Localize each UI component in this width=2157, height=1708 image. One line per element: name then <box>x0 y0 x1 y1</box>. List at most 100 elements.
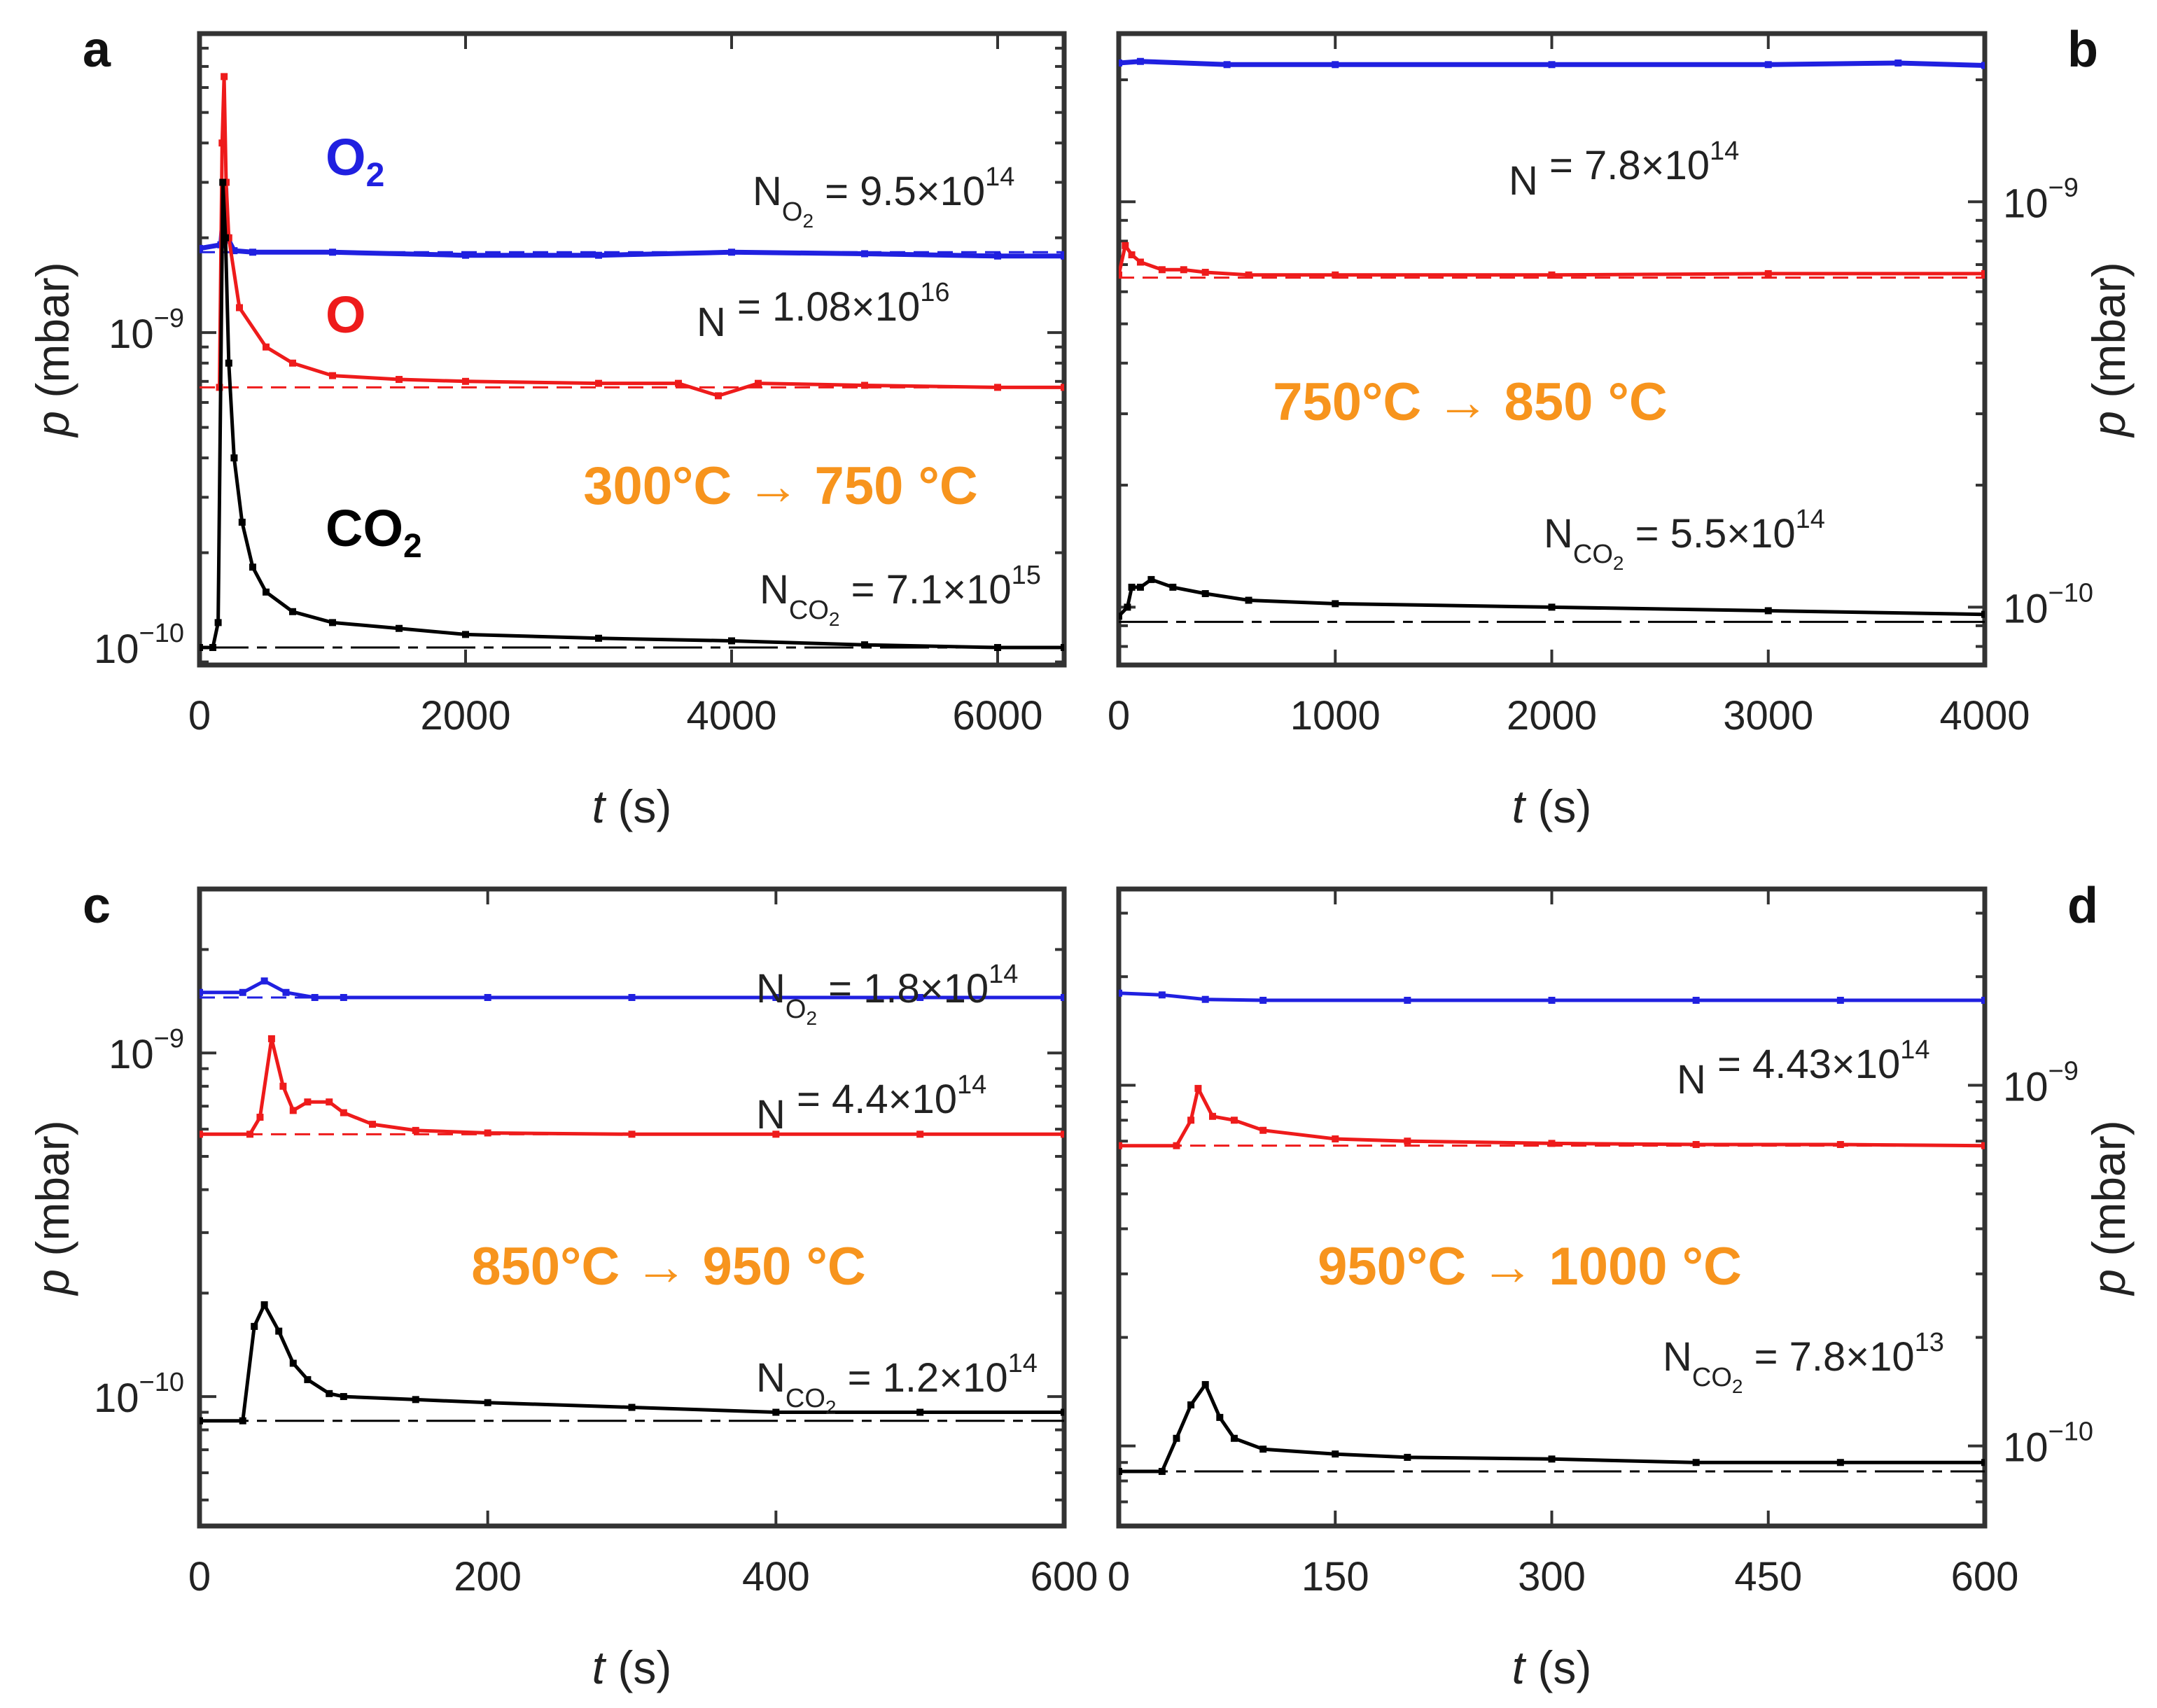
data-point-co2 <box>1230 1434 1238 1442</box>
y-tick-exponent: −10 <box>139 1368 184 1397</box>
x-tick-label: 450 <box>1734 1554 1802 1600</box>
annotation-o: N = 4.4×1014 <box>756 1070 986 1138</box>
x-axis-label: t (s) <box>1512 780 1592 832</box>
y-axis-label: p (mbar) <box>27 262 78 438</box>
series-group <box>1119 989 1985 1476</box>
annotation-value: = 5.5×10 <box>1624 511 1795 556</box>
data-point-o2 <box>861 250 868 258</box>
data-point-co2 <box>1158 1468 1166 1476</box>
annotation-exponent: 15 <box>1012 561 1041 590</box>
species-name: O <box>326 128 366 186</box>
annotation-o: N = 1.08×1016 <box>697 278 950 345</box>
data-point-o <box>263 343 270 351</box>
data-point-o2 <box>462 251 469 259</box>
data-point-co2 <box>916 1408 924 1416</box>
x-axis-var: t <box>1512 1642 1527 1693</box>
y-axis-label: p (mbar) <box>2083 1120 2135 1296</box>
series-line-o <box>218 74 1064 398</box>
x-tick-label: 1000 <box>1290 693 1381 738</box>
annotation-exponent: 14 <box>1710 136 1739 166</box>
series-line-o <box>200 1037 1064 1136</box>
data-point-co2 <box>1836 1459 1844 1466</box>
data-point-co2 <box>1404 1453 1411 1461</box>
data-point-o <box>994 384 1001 391</box>
x-axis-unit: (s) <box>617 1642 671 1693</box>
data-point-o <box>1836 1141 1844 1149</box>
annotation-value: = 7.1×10 <box>839 567 1011 612</box>
data-point-o <box>200 1130 203 1138</box>
y-axis-var: p <box>2083 1269 2135 1296</box>
panel-label: c <box>83 878 111 934</box>
data-point-co2 <box>1548 1455 1556 1463</box>
temperature-label: 300°C → 750 °C <box>583 456 978 516</box>
data-point-o <box>218 139 226 147</box>
data-point-o2 <box>1981 996 1985 1004</box>
annotation-o: N = 4.43×1014 <box>1677 1035 1930 1102</box>
data-point-co2 <box>209 644 216 652</box>
data-point-co2 <box>728 637 735 645</box>
data-point-o <box>715 392 722 400</box>
annotation-symbol: N <box>756 1092 786 1138</box>
data-point-o <box>267 1035 275 1042</box>
data-point-o2 <box>200 988 203 996</box>
x-axis-label: t (s) <box>592 780 672 832</box>
annotation-value: = 7.8×10 <box>1538 143 1710 188</box>
annotation-exponent: 16 <box>920 278 949 307</box>
data-point-co2 <box>222 234 230 241</box>
data-point-co2 <box>1119 612 1122 620</box>
data-point-o2 <box>994 252 1001 260</box>
annotation-o2: NO2 = 1.8×1014 <box>756 960 1018 1029</box>
data-point-co2 <box>1332 1450 1339 1458</box>
y-axis-unit: (mbar) <box>2083 262 2135 398</box>
annotation-symbol: N <box>697 300 726 345</box>
data-point-o2 <box>1061 993 1064 1001</box>
data-point-co2 <box>1124 603 1131 611</box>
series-line-co2 <box>1119 1382 1985 1474</box>
data-point-o2 <box>1404 996 1411 1004</box>
y-tick-label: 10−9 <box>2003 1056 2079 1110</box>
species-label: O <box>326 286 366 344</box>
x-tick-label: 2000 <box>420 693 510 738</box>
data-point-o <box>1180 266 1187 274</box>
data-point-co2 <box>1061 644 1064 652</box>
annotation-exponent: 14 <box>1796 505 1825 534</box>
annotation-co2: NCO2 = 7.8×1013 <box>1663 1328 1944 1397</box>
annotation-subscript: CO2 <box>1573 540 1624 574</box>
annotation-symbol: N <box>756 1355 786 1401</box>
y-tick-mantissa: 10 <box>109 312 154 357</box>
data-point-o <box>221 73 228 80</box>
x-tick-label: 400 <box>742 1554 810 1600</box>
data-point-co2 <box>249 564 256 571</box>
x-axis-unit: (s) <box>617 780 671 832</box>
x-axis-unit: (s) <box>1537 780 1591 832</box>
data-point-co2 <box>1187 1401 1195 1408</box>
data-point-o <box>1332 271 1339 279</box>
species-name: O <box>326 286 366 344</box>
data-point-o <box>1187 1116 1195 1124</box>
annotation-subscript: CO2 <box>786 1384 837 1418</box>
y-tick-mantissa: 10 <box>94 626 139 672</box>
y-tick-exponent: −9 <box>154 304 184 333</box>
data-point-co2 <box>1128 583 1136 591</box>
annotation-symbol: N <box>1544 511 1573 556</box>
y-axis-unit: (mbar) <box>2083 1120 2135 1256</box>
data-point-o <box>289 1107 297 1114</box>
plot-frame <box>197 886 1067 1529</box>
data-point-o <box>1230 1116 1238 1124</box>
series-line-o <box>1119 244 1985 277</box>
data-point-co2 <box>304 1376 312 1383</box>
data-point-o <box>628 1130 636 1138</box>
plot-frame <box>1116 31 1988 668</box>
data-point-o <box>256 1114 264 1121</box>
data-point-o2 <box>260 977 268 985</box>
annotation-value: = 4.4×10 <box>786 1077 957 1122</box>
data-point-co2 <box>275 1327 283 1335</box>
data-point-o <box>1259 1126 1267 1134</box>
y-tick-exponent: −9 <box>2048 173 2079 202</box>
data-point-o <box>1128 251 1136 259</box>
x-tick-label: 4000 <box>686 693 776 738</box>
data-point-o2 <box>282 988 290 996</box>
y-tick-exponent: −10 <box>2048 578 2093 608</box>
panel-label: d <box>2067 878 2098 934</box>
data-point-co2 <box>289 608 296 615</box>
